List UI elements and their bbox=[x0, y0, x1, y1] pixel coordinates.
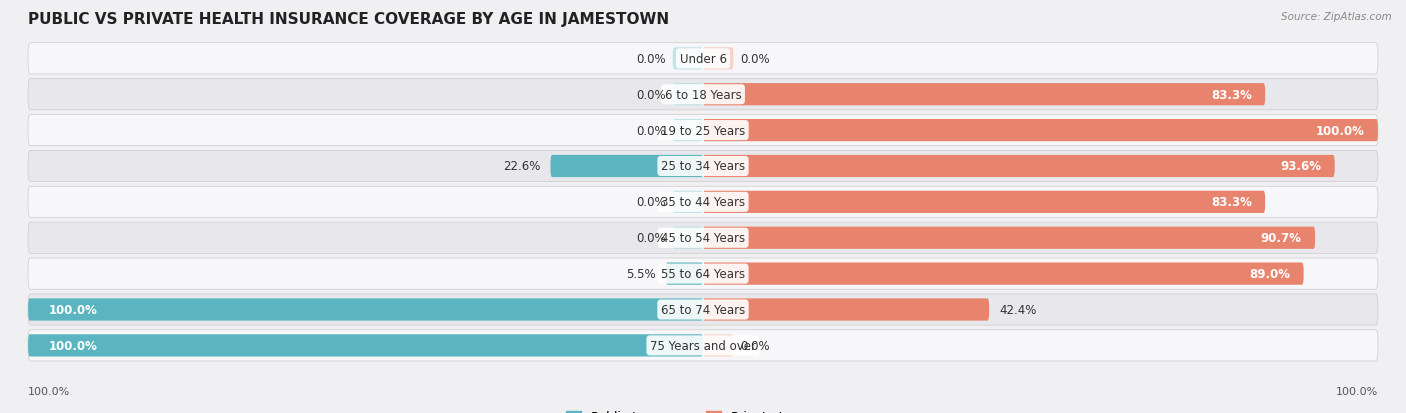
Text: Source: ZipAtlas.com: Source: ZipAtlas.com bbox=[1281, 12, 1392, 22]
Text: 0.0%: 0.0% bbox=[637, 232, 666, 244]
Text: 89.0%: 89.0% bbox=[1249, 268, 1291, 280]
Text: 0.0%: 0.0% bbox=[637, 88, 666, 102]
FancyBboxPatch shape bbox=[703, 155, 1334, 178]
FancyBboxPatch shape bbox=[28, 223, 1378, 254]
Legend: Public Insurance, Private Insurance: Public Insurance, Private Insurance bbox=[561, 405, 845, 413]
FancyBboxPatch shape bbox=[28, 115, 1378, 146]
FancyBboxPatch shape bbox=[551, 155, 703, 178]
Text: 55 to 64 Years: 55 to 64 Years bbox=[661, 268, 745, 280]
Text: 90.7%: 90.7% bbox=[1261, 232, 1302, 244]
Text: 45 to 54 Years: 45 to 54 Years bbox=[661, 232, 745, 244]
Text: 100.0%: 100.0% bbox=[28, 387, 70, 396]
FancyBboxPatch shape bbox=[28, 259, 1378, 290]
Text: 6 to 18 Years: 6 to 18 Years bbox=[665, 88, 741, 102]
Text: 0.0%: 0.0% bbox=[637, 124, 666, 137]
Text: 42.4%: 42.4% bbox=[1000, 303, 1036, 316]
Text: 22.6%: 22.6% bbox=[503, 160, 540, 173]
Text: 83.3%: 83.3% bbox=[1211, 88, 1251, 102]
Text: 100.0%: 100.0% bbox=[48, 303, 97, 316]
FancyBboxPatch shape bbox=[28, 79, 1378, 111]
FancyBboxPatch shape bbox=[672, 120, 703, 142]
FancyBboxPatch shape bbox=[28, 44, 1378, 75]
Text: 93.6%: 93.6% bbox=[1281, 160, 1322, 173]
FancyBboxPatch shape bbox=[703, 120, 1378, 142]
Text: 83.3%: 83.3% bbox=[1211, 196, 1251, 209]
FancyBboxPatch shape bbox=[666, 263, 703, 285]
Text: 5.5%: 5.5% bbox=[626, 268, 655, 280]
FancyBboxPatch shape bbox=[703, 48, 734, 70]
Text: PUBLIC VS PRIVATE HEALTH INSURANCE COVERAGE BY AGE IN JAMESTOWN: PUBLIC VS PRIVATE HEALTH INSURANCE COVER… bbox=[28, 12, 669, 27]
FancyBboxPatch shape bbox=[28, 187, 1378, 218]
FancyBboxPatch shape bbox=[672, 84, 703, 106]
FancyBboxPatch shape bbox=[28, 294, 1378, 325]
FancyBboxPatch shape bbox=[703, 191, 1265, 214]
Text: 0.0%: 0.0% bbox=[637, 53, 666, 66]
Text: 75 Years and over: 75 Years and over bbox=[650, 339, 756, 352]
Text: 19 to 25 Years: 19 to 25 Years bbox=[661, 124, 745, 137]
FancyBboxPatch shape bbox=[703, 227, 1315, 249]
Text: 100.0%: 100.0% bbox=[48, 339, 97, 352]
FancyBboxPatch shape bbox=[672, 48, 703, 70]
Text: 0.0%: 0.0% bbox=[740, 339, 769, 352]
FancyBboxPatch shape bbox=[28, 335, 703, 357]
Text: 100.0%: 100.0% bbox=[1316, 124, 1364, 137]
Text: 0.0%: 0.0% bbox=[637, 196, 666, 209]
FancyBboxPatch shape bbox=[703, 335, 734, 357]
FancyBboxPatch shape bbox=[28, 299, 703, 321]
FancyBboxPatch shape bbox=[28, 151, 1378, 182]
Text: 25 to 34 Years: 25 to 34 Years bbox=[661, 160, 745, 173]
FancyBboxPatch shape bbox=[28, 330, 1378, 361]
FancyBboxPatch shape bbox=[672, 191, 703, 214]
FancyBboxPatch shape bbox=[703, 84, 1265, 106]
Text: 0.0%: 0.0% bbox=[740, 53, 769, 66]
FancyBboxPatch shape bbox=[672, 227, 703, 249]
Text: Under 6: Under 6 bbox=[679, 53, 727, 66]
FancyBboxPatch shape bbox=[703, 263, 1303, 285]
FancyBboxPatch shape bbox=[703, 299, 990, 321]
Text: 65 to 74 Years: 65 to 74 Years bbox=[661, 303, 745, 316]
Text: 100.0%: 100.0% bbox=[1336, 387, 1378, 396]
Text: 35 to 44 Years: 35 to 44 Years bbox=[661, 196, 745, 209]
